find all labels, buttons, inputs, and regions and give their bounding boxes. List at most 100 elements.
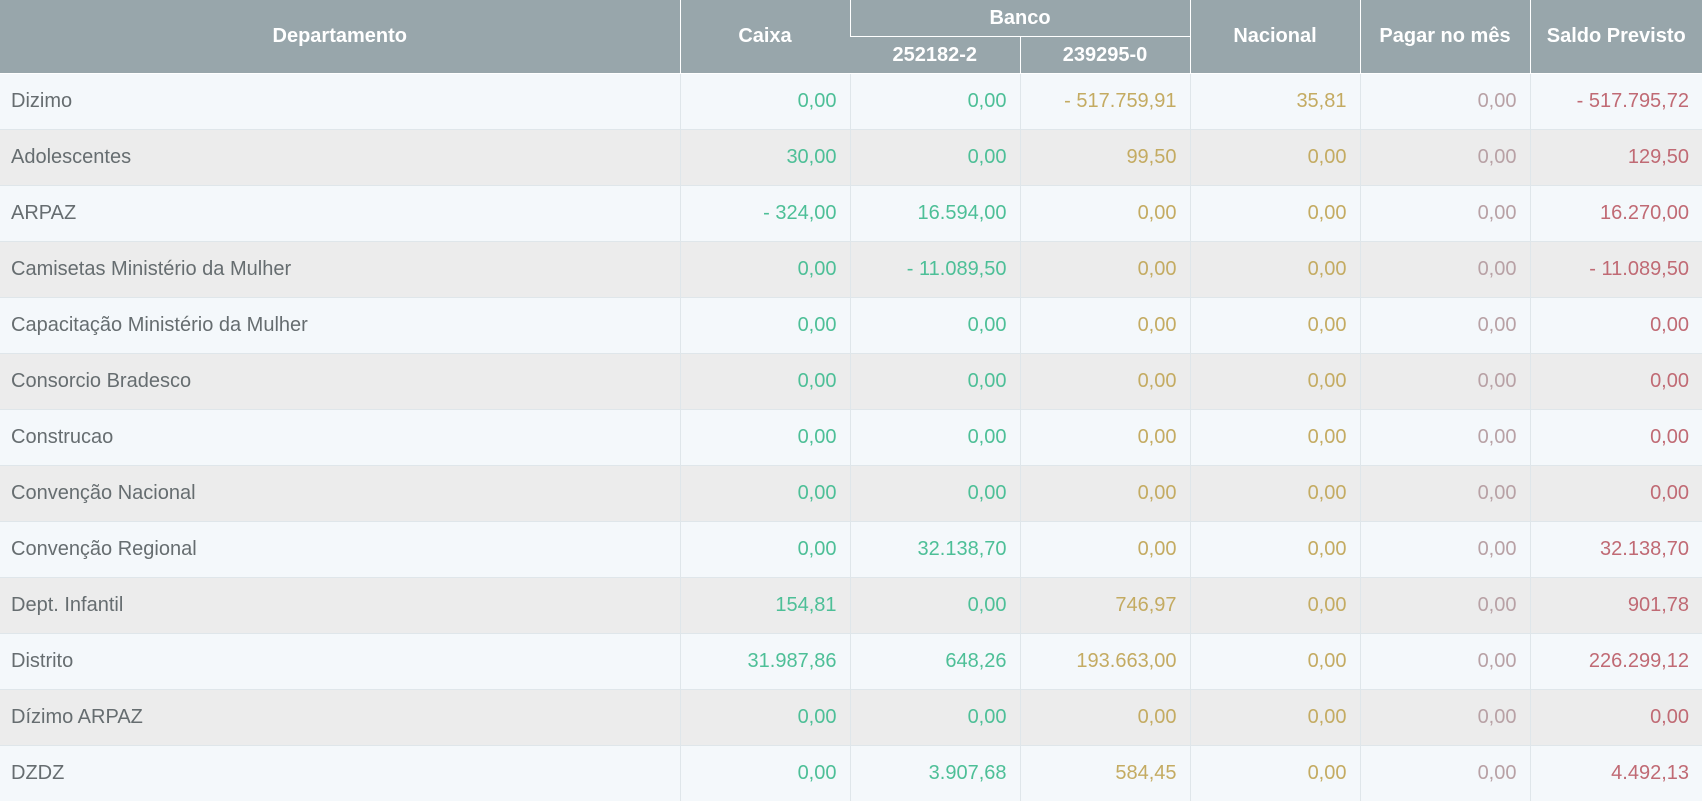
cell-pagar-no-mes: 0,00 (1359, 745, 1530, 801)
cell-pagar-no-mes: 0,00 (1359, 689, 1530, 746)
cell-pagar-no-mes: 0,00 (1359, 353, 1530, 410)
cell-banco-conta-1: 3.907,68 (849, 745, 1020, 801)
table-row[interactable]: Camisetas Ministério da Mulher 0,00 - 11… (0, 241, 1702, 298)
cell-banco-conta-2: 0,00 (1019, 297, 1190, 354)
cell-banco-conta-1: 0,00 (849, 409, 1020, 466)
cell-banco-conta-1: 0,00 (849, 577, 1020, 634)
cell-nacional: 0,00 (1189, 297, 1360, 354)
header-banco-conta-2[interactable]: 239295-0 (1019, 36, 1190, 74)
cell-saldo-previsto: 0,00 (1529, 297, 1702, 354)
cell-nacional: 35,81 (1189, 73, 1360, 130)
cell-caixa: 0,00 (679, 689, 850, 746)
cell-banco-conta-2: 584,45 (1019, 745, 1190, 801)
cell-banco-conta-1: 648,26 (849, 633, 1020, 690)
cell-nacional: 0,00 (1189, 409, 1360, 466)
cell-departamento: Adolescentes (0, 129, 680, 186)
table-row[interactable]: Distrito 31.987,86 648,26 193.663,00 0,0… (0, 633, 1702, 690)
cell-caixa: 0,00 (679, 465, 850, 522)
cell-caixa: 30,00 (679, 129, 850, 186)
table-row[interactable]: DZDZ 0,00 3.907,68 584,45 0,00 0,00 4.49… (0, 745, 1702, 801)
header-nacional[interactable]: Nacional (1189, 0, 1360, 74)
cell-banco-conta-1: 0,00 (849, 73, 1020, 130)
cell-banco-conta-1: 0,00 (849, 689, 1020, 746)
cell-saldo-previsto: 0,00 (1529, 465, 1702, 522)
cell-nacional: 0,00 (1189, 745, 1360, 801)
cell-departamento: ARPAZ (0, 185, 680, 242)
cell-pagar-no-mes: 0,00 (1359, 577, 1530, 634)
header-pagar-no-mes[interactable]: Pagar no mês (1359, 0, 1530, 74)
cell-nacional: 0,00 (1189, 465, 1360, 522)
table-row[interactable]: Dept. Infantil 154,81 0,00 746,97 0,00 0… (0, 577, 1702, 634)
cell-nacional: 0,00 (1189, 633, 1360, 690)
cell-departamento: DZDZ (0, 745, 680, 801)
cell-nacional: 0,00 (1189, 353, 1360, 410)
table-row[interactable]: Convenção Nacional 0,00 0,00 0,00 0,00 0… (0, 465, 1702, 522)
cell-departamento: Convenção Regional (0, 521, 680, 578)
cell-caixa: 0,00 (679, 745, 850, 801)
cell-banco-conta-2: - 517.759,91 (1019, 73, 1190, 130)
header-saldo-previsto[interactable]: Saldo Previsto (1529, 0, 1702, 74)
cell-banco-conta-1: 0,00 (849, 353, 1020, 410)
cell-departamento: Distrito (0, 633, 680, 690)
cell-departamento: Consorcio Bradesco (0, 353, 680, 410)
cell-caixa: 0,00 (679, 521, 850, 578)
cell-banco-conta-2: 0,00 (1019, 465, 1190, 522)
cell-saldo-previsto: 4.492,13 (1529, 745, 1702, 801)
cell-caixa: 154,81 (679, 577, 850, 634)
table-row[interactable]: Adolescentes 30,00 0,00 99,50 0,00 0,00 … (0, 129, 1702, 186)
cell-banco-conta-2: 0,00 (1019, 241, 1190, 298)
cell-banco-conta-2: 746,97 (1019, 577, 1190, 634)
cell-banco-conta-2: 0,00 (1019, 689, 1190, 746)
cell-caixa: 31.987,86 (679, 633, 850, 690)
cell-saldo-previsto: - 11.089,50 (1529, 241, 1702, 298)
cell-banco-conta-1: 0,00 (849, 465, 1020, 522)
cell-pagar-no-mes: 0,00 (1359, 73, 1530, 130)
cell-banco-conta-2: 0,00 (1019, 353, 1190, 410)
cell-saldo-previsto: 16.270,00 (1529, 185, 1702, 242)
cell-caixa: 0,00 (679, 353, 850, 410)
header-departamento[interactable]: Departamento (0, 0, 680, 74)
cell-caixa: 0,00 (679, 241, 850, 298)
cell-pagar-no-mes: 0,00 (1359, 129, 1530, 186)
table-row[interactable]: Dízimo ARPAZ 0,00 0,00 0,00 0,00 0,00 0,… (0, 689, 1702, 746)
cell-banco-conta-2: 0,00 (1019, 185, 1190, 242)
cell-saldo-previsto: 32.138,70 (1529, 521, 1702, 578)
cell-nacional: 0,00 (1189, 185, 1360, 242)
table-row[interactable]: Capacitação Ministério da Mulher 0,00 0,… (0, 297, 1702, 354)
table-row[interactable]: ARPAZ - 324,00 16.594,00 0,00 0,00 0,00 … (0, 185, 1702, 242)
cell-banco-conta-2: 193.663,00 (1019, 633, 1190, 690)
cell-banco-conta-1: 16.594,00 (849, 185, 1020, 242)
cell-banco-conta-2: 99,50 (1019, 129, 1190, 186)
table-row[interactable]: Convenção Regional 0,00 32.138,70 0,00 0… (0, 521, 1702, 578)
cell-nacional: 0,00 (1189, 241, 1360, 298)
header-banco: Banco (849, 0, 1190, 37)
cell-departamento: Camisetas Ministério da Mulher (0, 241, 680, 298)
table-row[interactable]: Construcao 0,00 0,00 0,00 0,00 0,00 0,00 (0, 409, 1702, 466)
cell-caixa: - 324,00 (679, 185, 850, 242)
cell-pagar-no-mes: 0,00 (1359, 241, 1530, 298)
cell-banco-conta-1: - 11.089,50 (849, 241, 1020, 298)
header-caixa[interactable]: Caixa (679, 0, 850, 74)
cell-departamento: Dízimo ARPAZ (0, 689, 680, 746)
cell-saldo-previsto: 0,00 (1529, 353, 1702, 410)
table-row[interactable]: Dizimo 0,00 0,00 - 517.759,91 35,81 0,00… (0, 73, 1702, 130)
cell-nacional: 0,00 (1189, 577, 1360, 634)
cell-saldo-previsto: 0,00 (1529, 409, 1702, 466)
cell-caixa: 0,00 (679, 73, 850, 130)
cell-banco-conta-1: 0,00 (849, 129, 1020, 186)
cell-saldo-previsto: 129,50 (1529, 129, 1702, 186)
cell-departamento: Convenção Nacional (0, 465, 680, 522)
cell-saldo-previsto: 0,00 (1529, 689, 1702, 746)
cell-pagar-no-mes: 0,00 (1359, 297, 1530, 354)
cell-banco-conta-1: 0,00 (849, 297, 1020, 354)
table-row[interactable]: Consorcio Bradesco 0,00 0,00 0,00 0,00 0… (0, 353, 1702, 410)
cell-banco-conta-1: 32.138,70 (849, 521, 1020, 578)
cell-pagar-no-mes: 0,00 (1359, 185, 1530, 242)
cell-nacional: 0,00 (1189, 129, 1360, 186)
cell-departamento: Capacitação Ministério da Mulher (0, 297, 680, 354)
cell-nacional: 0,00 (1189, 521, 1360, 578)
cell-banco-conta-2: 0,00 (1019, 409, 1190, 466)
header-banco-conta-1[interactable]: 252182-2 (850, 36, 1020, 74)
table-header: Departamento Caixa Banco Nacional Pagar … (0, 0, 1702, 74)
cell-pagar-no-mes: 0,00 (1359, 521, 1530, 578)
